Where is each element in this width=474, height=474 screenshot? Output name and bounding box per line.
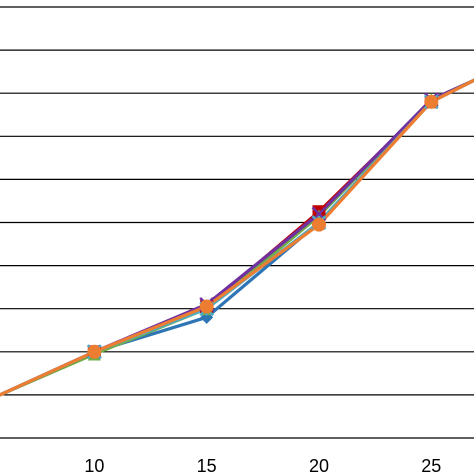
marker-s6-25 (424, 94, 439, 109)
series-lines (0, 78, 474, 397)
series-line-4 (0, 78, 474, 397)
marker-s6-15 (199, 299, 214, 314)
marker-s6-10 (87, 344, 102, 359)
gridlines (0, 6, 474, 396)
series-line-6 (0, 78, 474, 397)
marker-s6-20 (311, 217, 326, 232)
series-markers (86, 92, 439, 361)
x-tick-label-20: 20 (309, 456, 329, 474)
x-tick-label-25: 25 (421, 456, 441, 474)
x-tick-labels: 10 15 20 25 (84, 456, 441, 474)
x-tick-label-10: 10 (84, 456, 104, 474)
x-tick-label-15: 15 (197, 456, 217, 474)
